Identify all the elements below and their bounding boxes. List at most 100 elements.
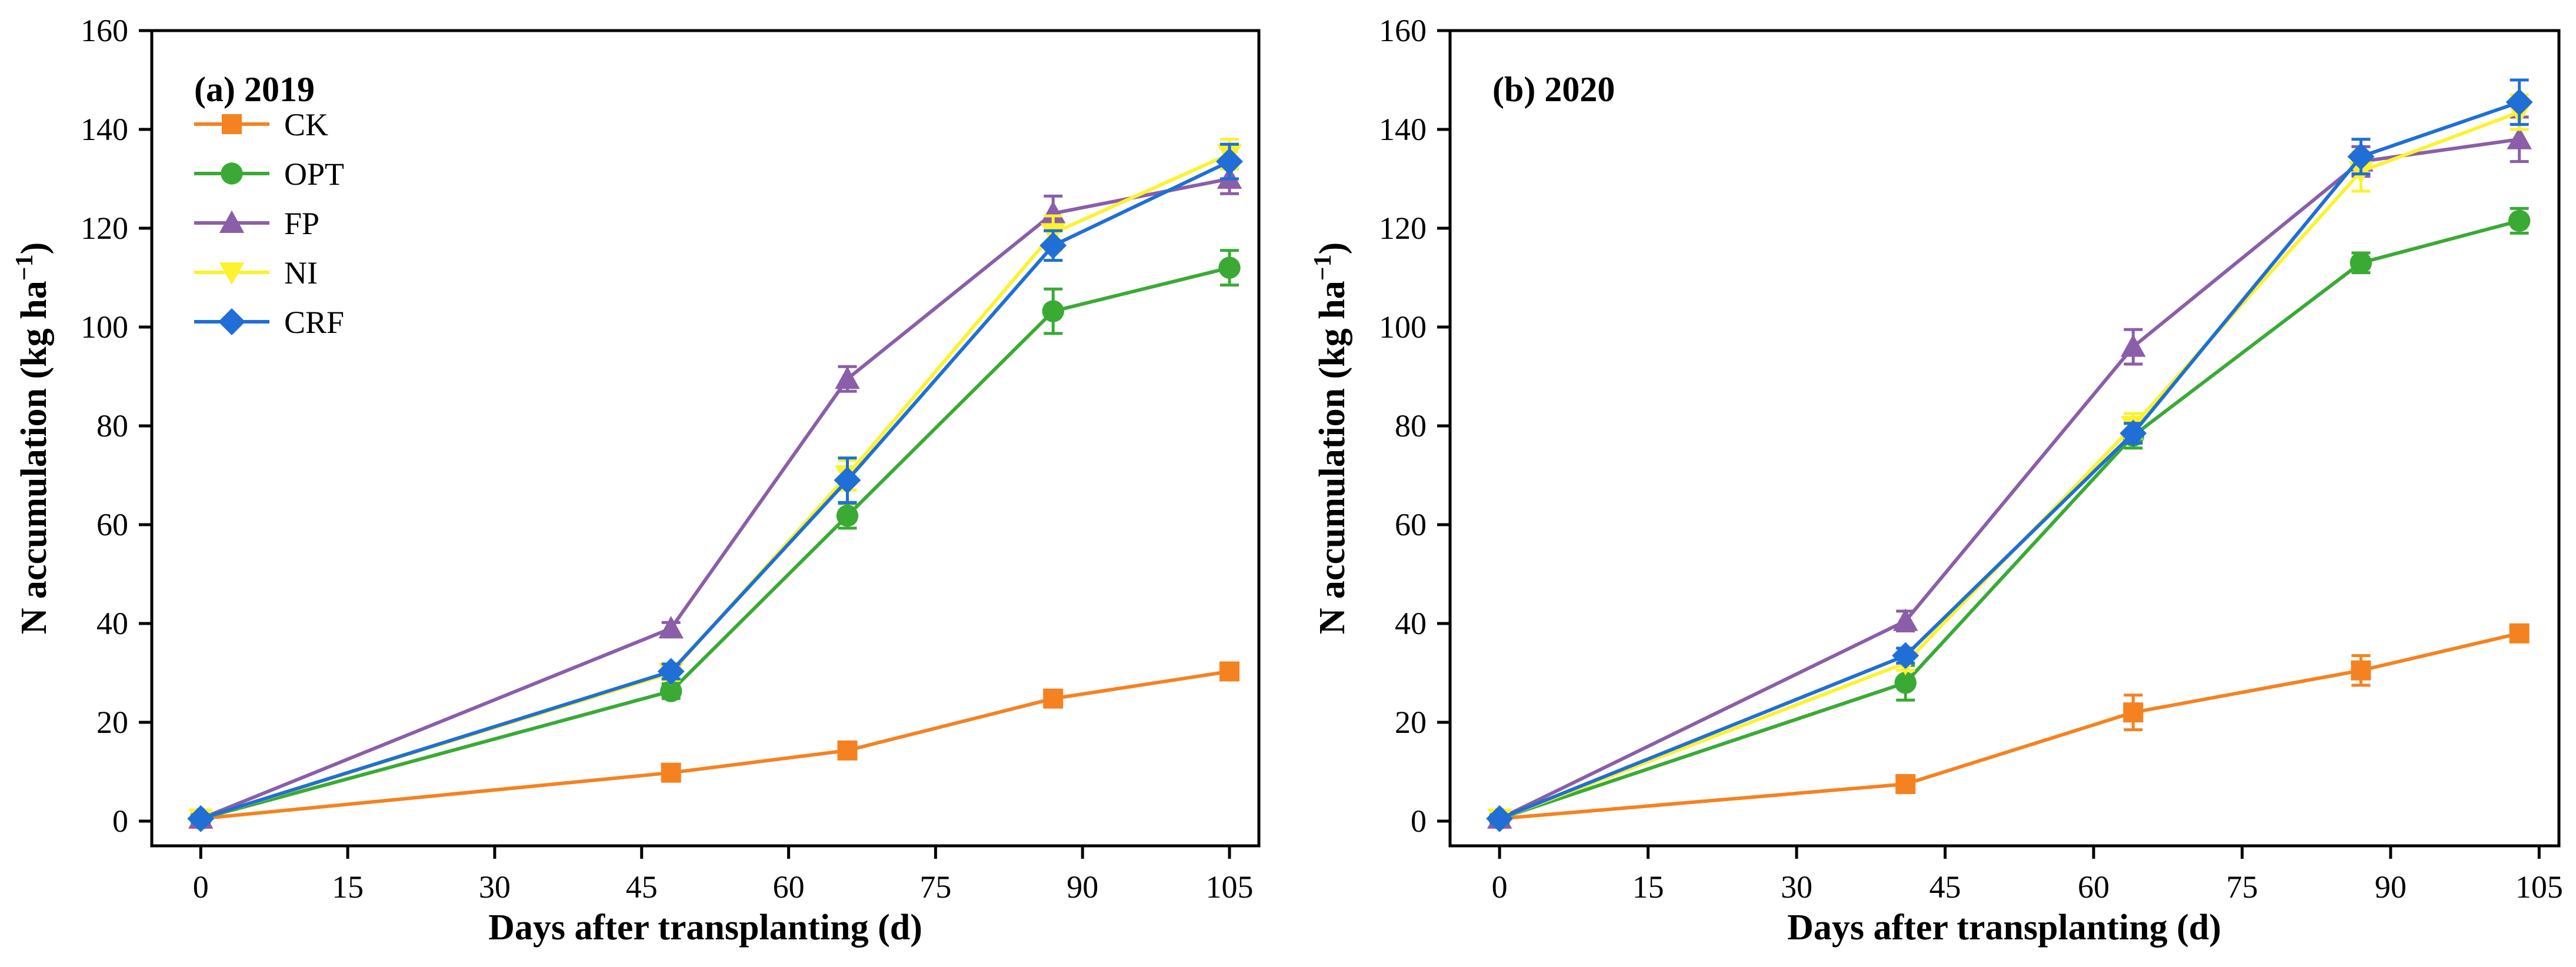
x-tick-label: 90 [1067,869,1098,905]
series-line [200,266,1230,821]
x-tick-label: 30 [479,869,511,905]
y-tick-label: 100 [1379,309,1427,345]
y-tick-label: 60 [96,507,128,542]
series-line [200,159,1231,821]
chart-panel-2020: 0 15 30 45 60 75 90 105 0 20 40 60 80 100 120 140 160 (b… [1309,13,2563,948]
data-point [2507,126,2532,149]
data-point [1040,201,1066,224]
series-line [200,152,1231,821]
series-fp [188,162,1242,829]
legend-item-ni: NI [194,255,318,291]
plot-frame [1448,29,2561,848]
data-point [1892,642,1919,669]
x-tick-label: 0 [193,869,209,905]
data-point [2509,623,2530,643]
y-tick-label: 0 [1411,803,1427,839]
x-tick-label: 15 [1632,869,1664,905]
data-point [1895,774,1916,794]
y-tick-label: 140 [1379,112,1427,147]
data-point [2350,252,2372,274]
y-tick-label: 160 [81,13,128,48]
series-line [200,669,1230,821]
y-tick-label: 20 [1395,705,1427,740]
data-point [2505,88,2533,116]
data-point [1218,256,1241,279]
data-point [2120,419,2147,447]
plot-frame [150,29,1261,848]
x-tick-label: 45 [626,869,658,905]
series-crf [1486,78,2533,832]
axes-ticks: 0 15 30 45 60 75 90 105 0 20 40 60 80 100 120 140 160 [1379,13,2563,905]
data-point [835,366,860,389]
y-axis-title-superscript: −1 [11,254,38,281]
y-tick-label: 120 [1379,211,1427,246]
legend-marker [218,308,245,335]
legend-item-fp: FP [194,206,319,241]
series-line [200,177,1230,821]
x-tick-label: 60 [2078,869,2110,905]
y-tick-label: 100 [81,309,128,345]
y-axis-title-close: ) [14,242,54,255]
data-point [1216,148,1243,175]
data-point [2347,143,2375,171]
data-point [658,616,684,639]
series-crf [187,142,1243,832]
x-axis-title: Days after transplanting (d) [488,908,922,948]
series-layer [1486,78,2533,832]
series-ni [188,138,1242,832]
legend-item-ck: CK [194,107,328,142]
data-point [661,762,681,783]
y-axis-title-main: N accumulation (kg ha [1312,281,1352,634]
legend-item-opt: OPT [194,156,344,192]
x-tick-label: 105 [2515,869,2563,905]
data-point [1042,300,1064,322]
y-tick-label: 40 [96,606,128,641]
data-point [2123,702,2144,723]
data-point [187,805,215,832]
series-line [1499,219,2520,821]
series-opt [1488,206,2531,830]
y-axis-title-main: N accumulation (kg ha [14,281,54,634]
y-axis-title: N accumulation (kg ha−1) [1309,242,1352,635]
panel-title: (a) 2019 [194,70,315,109]
series-ck [191,661,1240,829]
x-tick-label: 15 [332,869,364,905]
legend-marker [219,210,245,233]
series-opt [189,249,1241,830]
y-tick-label: 0 [112,803,128,839]
x-axis-title: Days after transplanting (d) [1787,908,2221,948]
x-tick-label: 90 [2375,869,2407,905]
x-tick-label: 60 [773,869,805,905]
series-line [1499,110,2520,821]
legend-marker [222,114,242,134]
series-line [1498,137,2520,821]
panel-title: (b) 2020 [1492,70,1615,109]
y-tick-label: 120 [81,211,128,246]
data-point [657,658,685,685]
y-tick-label: 140 [81,112,128,147]
data-point [1043,688,1064,709]
series-ck [1489,623,2530,829]
data-point [2508,209,2531,232]
legend-label: OPT [284,156,344,192]
series-fp [1487,115,2532,829]
y-tick-label: 40 [1395,606,1427,641]
data-point [660,680,682,702]
data-point [1894,672,1917,694]
chart-panel-2019: 0 15 30 45 60 75 90 105 0 20 40 60 80 100 120 140 160 (a… [11,13,1261,948]
series-layer [187,138,1243,832]
series-ni [1487,93,2532,832]
data-point [837,740,858,761]
x-tick-label: 30 [1781,869,1812,905]
series-line [1499,100,2520,821]
legend-marker [221,162,243,185]
x-tick-label: 45 [1929,869,1961,905]
legend-label: CRF [284,305,344,340]
y-tick-label: 80 [1395,408,1427,444]
x-tick-label: 0 [1492,869,1508,905]
data-point [1892,608,1918,631]
legend-label: CK [284,107,328,142]
x-tick-label: 75 [2226,869,2258,905]
data-point [1219,661,1240,682]
data-point [836,505,859,527]
